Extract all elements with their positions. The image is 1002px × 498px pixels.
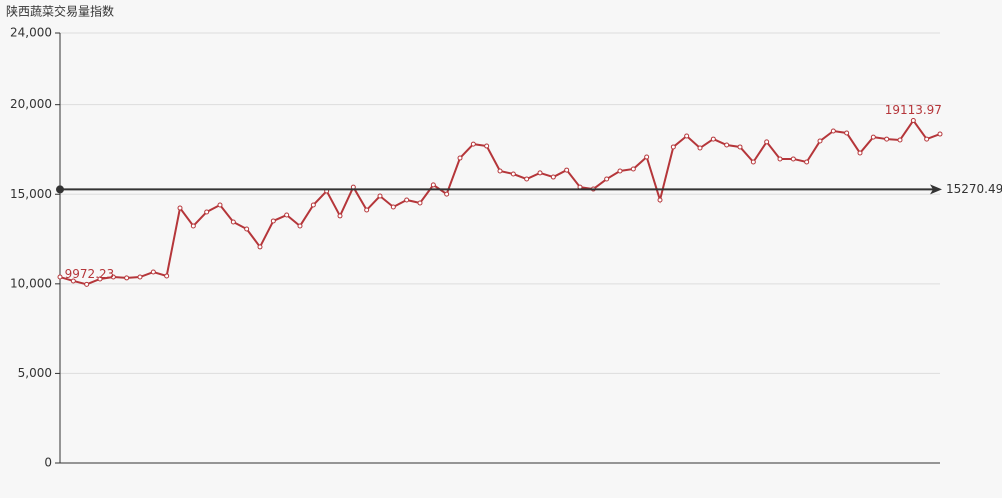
point bbox=[110, 274, 116, 280]
point bbox=[217, 202, 223, 208]
point bbox=[790, 156, 796, 162]
point bbox=[390, 204, 396, 210]
point bbox=[804, 159, 810, 165]
point bbox=[684, 133, 690, 139]
point bbox=[497, 168, 503, 174]
point bbox=[444, 191, 450, 197]
point bbox=[604, 176, 610, 182]
y-tick-label: 24,000 bbox=[10, 26, 52, 40]
point bbox=[737, 144, 743, 150]
point bbox=[484, 143, 490, 149]
point bbox=[404, 197, 410, 203]
point bbox=[937, 131, 943, 137]
point bbox=[724, 142, 730, 148]
point bbox=[897, 137, 903, 143]
y-tick-label: 15,000 bbox=[10, 187, 52, 201]
point bbox=[177, 205, 183, 211]
point bbox=[297, 223, 303, 229]
point bbox=[470, 141, 476, 147]
point bbox=[204, 209, 210, 215]
point bbox=[124, 275, 130, 281]
point bbox=[550, 174, 556, 180]
series-line bbox=[59, 118, 941, 286]
average-arrow bbox=[930, 184, 942, 195]
point bbox=[884, 136, 890, 142]
y-tick-label: 5,000 bbox=[18, 366, 52, 380]
point bbox=[257, 244, 263, 250]
point bbox=[337, 213, 343, 219]
point bbox=[657, 197, 663, 203]
chart-title: 陕西蔬菜交易量指数 bbox=[6, 4, 114, 19]
average-start bbox=[56, 185, 64, 194]
y-tick-label: 0 bbox=[44, 456, 52, 470]
point bbox=[670, 144, 676, 150]
point bbox=[710, 136, 716, 142]
point bbox=[510, 171, 516, 177]
point bbox=[630, 166, 636, 172]
point bbox=[537, 170, 543, 176]
point bbox=[70, 278, 76, 284]
point bbox=[910, 118, 916, 124]
point bbox=[57, 274, 63, 280]
point bbox=[617, 168, 623, 174]
point bbox=[270, 218, 276, 224]
point bbox=[817, 138, 823, 144]
point bbox=[97, 276, 103, 282]
point bbox=[457, 155, 463, 161]
point bbox=[924, 136, 930, 142]
point bbox=[870, 134, 876, 140]
point bbox=[844, 130, 850, 136]
max-label: 19113.97 bbox=[885, 103, 942, 117]
point bbox=[857, 150, 863, 156]
point bbox=[417, 200, 423, 206]
min-label: 9972.23 bbox=[65, 267, 115, 281]
point bbox=[764, 139, 770, 145]
point bbox=[190, 223, 196, 229]
point bbox=[644, 154, 650, 160]
point bbox=[524, 176, 530, 182]
point bbox=[364, 207, 370, 213]
point bbox=[750, 159, 756, 165]
point bbox=[430, 182, 436, 188]
point bbox=[564, 167, 570, 173]
point bbox=[84, 281, 90, 287]
point bbox=[137, 274, 143, 280]
point bbox=[697, 145, 703, 151]
point bbox=[777, 156, 783, 162]
point bbox=[164, 273, 170, 279]
average-label: 15270.49 bbox=[946, 182, 1002, 196]
point bbox=[230, 219, 236, 225]
y-tick-label: 10,000 bbox=[10, 276, 52, 290]
point bbox=[284, 212, 290, 218]
point bbox=[830, 128, 836, 134]
y-tick-label: 20,000 bbox=[10, 97, 52, 111]
point bbox=[150, 269, 156, 275]
point bbox=[377, 193, 383, 199]
point bbox=[244, 226, 250, 232]
point bbox=[310, 202, 316, 208]
